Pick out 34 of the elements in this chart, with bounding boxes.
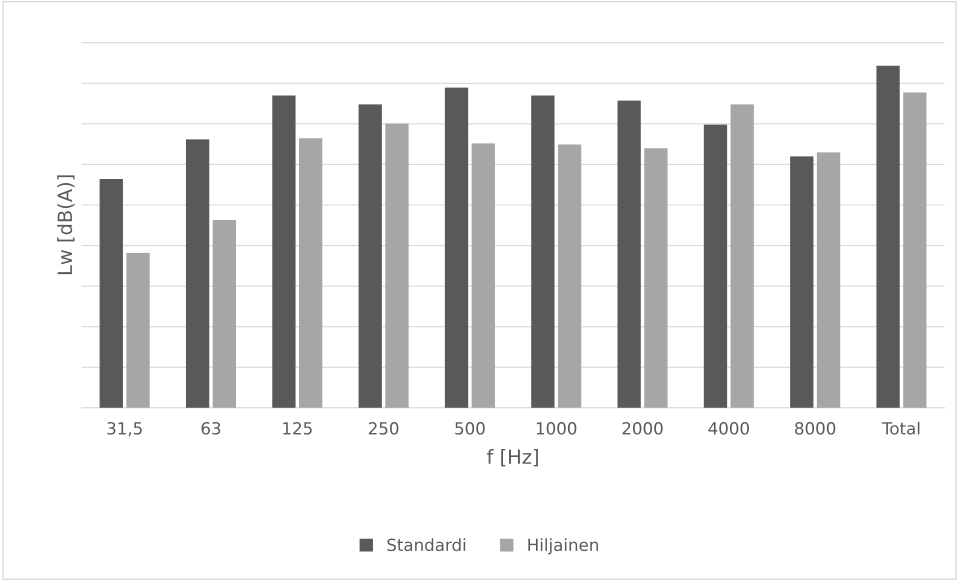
bar [126, 252, 150, 408]
bar [816, 152, 840, 408]
bar [558, 144, 582, 408]
x-tick-label: 500 [455, 422, 485, 435]
x-tick-label: Total [882, 422, 920, 435]
x-tick-label: 250 [368, 422, 398, 435]
x-tick-label: 2000 [622, 422, 663, 435]
x-axis-title: f [Hz] [487, 448, 538, 466]
bar [272, 96, 296, 408]
x-tick-label: 63 [202, 422, 220, 435]
bar [358, 104, 382, 408]
bar [903, 92, 926, 408]
y-axis-title: Lw [dB(A)] [57, 175, 74, 274]
x-tick-label: 1000 [536, 422, 576, 435]
bar [790, 156, 814, 408]
legend-label: Standardi [387, 538, 466, 552]
bar [730, 104, 754, 408]
bar [212, 220, 236, 408]
bar [531, 96, 554, 408]
bar [644, 148, 668, 408]
x-tick-label: 4000 [708, 422, 749, 435]
bar [704, 124, 728, 408]
legend-label: Hiljainen [528, 538, 598, 554]
bar [385, 124, 409, 408]
x-tick-label: 31,5 [107, 422, 142, 436]
x-tick-label: 8000 [795, 422, 836, 435]
bar [472, 143, 495, 408]
bar [186, 139, 210, 408]
x-tick-label: 125 [283, 422, 312, 435]
bar [299, 138, 322, 408]
bar [444, 88, 468, 408]
bar [100, 179, 123, 408]
bar [618, 100, 641, 408]
bar [876, 66, 900, 408]
